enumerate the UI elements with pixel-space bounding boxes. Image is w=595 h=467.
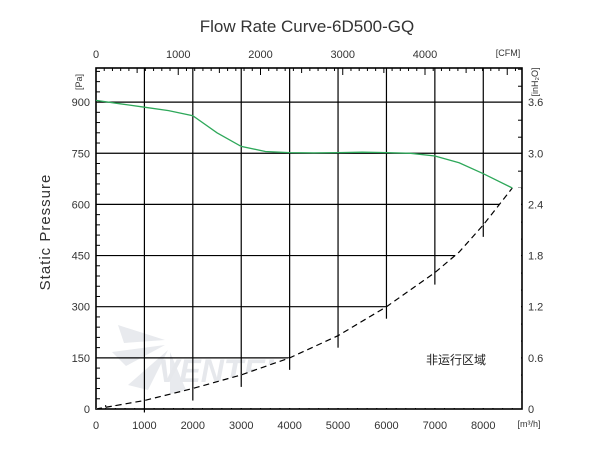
y-tick-labels-right: 0 0.6 1.2 1.8 2.4 3.0 3.6 bbox=[528, 97, 543, 416]
non-operating-zone-label: 非运行区域 bbox=[426, 353, 486, 367]
x-tick-label-bottom: 4000 bbox=[277, 420, 301, 432]
y-tick-label-left: 600 bbox=[72, 199, 90, 211]
x-unit-top: [CFM] bbox=[496, 48, 521, 58]
y-tick-labels-left: 0 150 300 450 600 750 900 bbox=[72, 97, 90, 416]
x-tick-label-top: 4000 bbox=[413, 49, 437, 61]
x-unit-bottom: [m³/h] bbox=[517, 419, 540, 429]
boundary-drop-lines bbox=[96, 188, 521, 413]
series-line-flow-curve bbox=[95, 99, 513, 189]
y-tick-label-left: 750 bbox=[72, 148, 90, 160]
y-tick-label-right: 1.2 bbox=[528, 302, 543, 314]
y-unit-left: [Pa] bbox=[74, 74, 84, 90]
x-tick-label-bottom: 8000 bbox=[471, 420, 495, 432]
y-tick-label-right: 0.6 bbox=[528, 353, 543, 365]
x-tick-label-bottom: 7000 bbox=[423, 420, 447, 432]
y-tick-label-left: 450 bbox=[72, 251, 90, 263]
y-tick-label-left: 300 bbox=[72, 302, 90, 314]
x-tick-label-bottom: 0 bbox=[93, 420, 99, 432]
x-tick-label-bottom: 3000 bbox=[229, 420, 253, 432]
y-tick-label-left: 900 bbox=[72, 97, 90, 109]
x-tick-label-bottom: 2000 bbox=[181, 420, 205, 432]
x-tick-label-top: 3000 bbox=[330, 49, 354, 61]
x-tick-label-top: 0 bbox=[93, 49, 99, 61]
non-operating-boundary-line bbox=[95, 187, 513, 410]
x-tick-labels-top: 0 1000 2000 3000 4000 bbox=[93, 49, 437, 61]
y-unit-right: [inH₂O] bbox=[530, 68, 540, 97]
y-tick-label-left: 0 bbox=[84, 404, 90, 416]
x-tick-label-bottom: 1000 bbox=[132, 420, 156, 432]
x-tick-label-top: 2000 bbox=[248, 49, 272, 61]
plot-frame bbox=[95, 67, 523, 410]
chart-title: Flow Rate Curve-6D500-GQ bbox=[200, 17, 414, 36]
x-tick-label-top: 1000 bbox=[166, 49, 190, 61]
y-tick-label-right: 1.8 bbox=[528, 251, 543, 263]
x-tick-label-bottom: 6000 bbox=[374, 420, 398, 432]
y-tick-label-right: 2.4 bbox=[528, 199, 543, 211]
y-tick-label-right: 3.0 bbox=[528, 148, 543, 160]
y-tick-label-left: 150 bbox=[72, 353, 90, 365]
y-axis-title: Static Pressure bbox=[37, 174, 54, 291]
x-tick-labels-bottom: 0 1000 2000 3000 4000 5000 6000 7000 8000 bbox=[93, 420, 496, 432]
boundary-mask bbox=[96, 188, 521, 409]
y-tick-label-right: 0 bbox=[528, 404, 534, 416]
x-tick-label-bottom: 5000 bbox=[326, 420, 350, 432]
y-tick-label-right: 3.6 bbox=[528, 97, 543, 109]
